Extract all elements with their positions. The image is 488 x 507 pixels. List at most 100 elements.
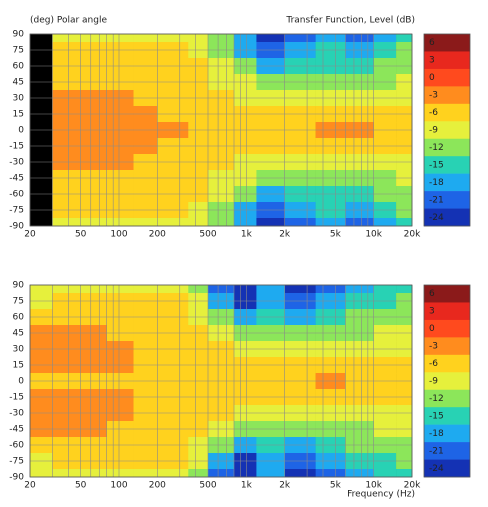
y-tick-label: -45	[9, 174, 24, 184]
y-tick-label: 75	[13, 46, 24, 56]
colorbar-band	[424, 208, 470, 227]
x-tick-label: 5k	[330, 481, 342, 491]
y-tick-label: 30	[13, 94, 25, 104]
y-tick-label: 45	[13, 78, 24, 88]
colorbar-label: 3	[429, 307, 435, 317]
y-tick-label: 15	[13, 110, 24, 120]
level-cell	[396, 34, 413, 43]
colorbar-label: -9	[429, 377, 438, 387]
level-cell	[157, 218, 189, 227]
level-cell	[315, 285, 346, 294]
level-cell	[284, 34, 316, 43]
colorbar-label: 6	[429, 38, 435, 48]
colorbar-label: 3	[429, 56, 435, 66]
level-cell	[80, 469, 107, 478]
y-tick-label: 60	[13, 313, 25, 323]
x-tick-label: 10k	[365, 230, 382, 240]
y-tick-label: -75	[9, 206, 24, 216]
y-tick-label: -30	[9, 158, 24, 168]
colorbar-band	[424, 34, 470, 52]
colorbar-band	[424, 319, 470, 338]
x-tick-label: 1k	[241, 230, 253, 240]
level-cell	[133, 285, 158, 294]
colorbar-band	[424, 407, 470, 425]
colorbar-label: 0	[429, 73, 435, 83]
plot-frame	[29, 33, 413, 227]
colorbar-band	[424, 121, 470, 140]
x-tick-label: 100	[110, 481, 127, 491]
level-cell	[133, 34, 158, 43]
x-tick-label: 20k	[404, 481, 421, 491]
level-cell	[284, 285, 316, 294]
level-cell	[345, 34, 374, 43]
colorbar-band	[424, 354, 470, 373]
x-tick-label: 50	[75, 481, 87, 491]
y-tick-label: -15	[9, 142, 24, 152]
level-cell	[208, 469, 235, 478]
colorbar-band	[424, 138, 470, 157]
level-cell	[284, 218, 316, 227]
y-tick-label: 90	[13, 281, 25, 291]
colorbar-label: -21	[429, 195, 444, 205]
colorbar-band	[424, 285, 470, 303]
colorbar-label: -18	[429, 178, 444, 188]
level-cell	[52, 469, 81, 478]
level-cell	[256, 218, 285, 227]
level-cell	[157, 34, 189, 43]
colorbar-label: -3	[429, 91, 438, 101]
level-cell	[52, 218, 81, 227]
x-tick-label: 20	[24, 230, 36, 240]
y-axis-title: (deg) Polar angle	[30, 16, 107, 26]
level-cell	[373, 218, 397, 227]
colorbar-label: -18	[429, 429, 444, 439]
level-cell	[52, 34, 81, 43]
level-cell	[345, 218, 374, 227]
x-tick-label: 1k	[241, 481, 253, 491]
y-tick-label: 90	[13, 30, 25, 40]
y-tick-label: -90	[9, 222, 24, 232]
colorbar-label: -12	[429, 394, 444, 404]
y-tick-label: -60	[9, 441, 24, 451]
x-tick-label: 200	[149, 481, 166, 491]
x-tick-label: 10k	[365, 481, 382, 491]
level-cell	[80, 34, 107, 43]
level-cell	[345, 285, 374, 294]
y-tick-label: 45	[13, 329, 24, 339]
x-tick-label: 500	[199, 481, 216, 491]
x-tick-label: 200	[149, 230, 166, 240]
x-tick-label: 2k	[279, 230, 291, 240]
level-cell	[188, 469, 209, 478]
level-cell	[256, 285, 285, 294]
colorbar-band	[424, 389, 470, 408]
colorbar-frame	[423, 33, 471, 227]
colorbar-label: 0	[429, 324, 435, 334]
y-tick-label: -60	[9, 190, 24, 200]
level-cell	[106, 469, 134, 478]
colorbar-band	[424, 103, 470, 122]
level-cell	[396, 469, 413, 478]
x-tick-label: 50	[75, 230, 87, 240]
colorbar-band	[424, 337, 470, 356]
y-tick-label: -75	[9, 457, 24, 467]
x-tick-label: 500	[199, 230, 216, 240]
level-cell	[30, 285, 53, 294]
level-cell	[188, 34, 209, 43]
x-tick-label: 2k	[279, 481, 291, 491]
level-cell	[233, 469, 257, 478]
colorbar-band	[424, 156, 470, 174]
level-cell	[396, 218, 413, 227]
colorbar-band	[424, 459, 470, 478]
x-tick-label: 5k	[330, 230, 342, 240]
y-tick-label: 60	[13, 62, 25, 72]
level-cell	[315, 218, 346, 227]
level-cell	[256, 469, 285, 478]
level-cell	[345, 469, 374, 478]
level-cell	[208, 218, 235, 227]
y-tick-label: 75	[13, 297, 24, 307]
level-cell	[157, 285, 189, 294]
y-tick-label: 15	[13, 361, 24, 371]
level-cell	[106, 34, 134, 43]
level-cell	[133, 218, 158, 227]
level-cell	[80, 285, 107, 294]
